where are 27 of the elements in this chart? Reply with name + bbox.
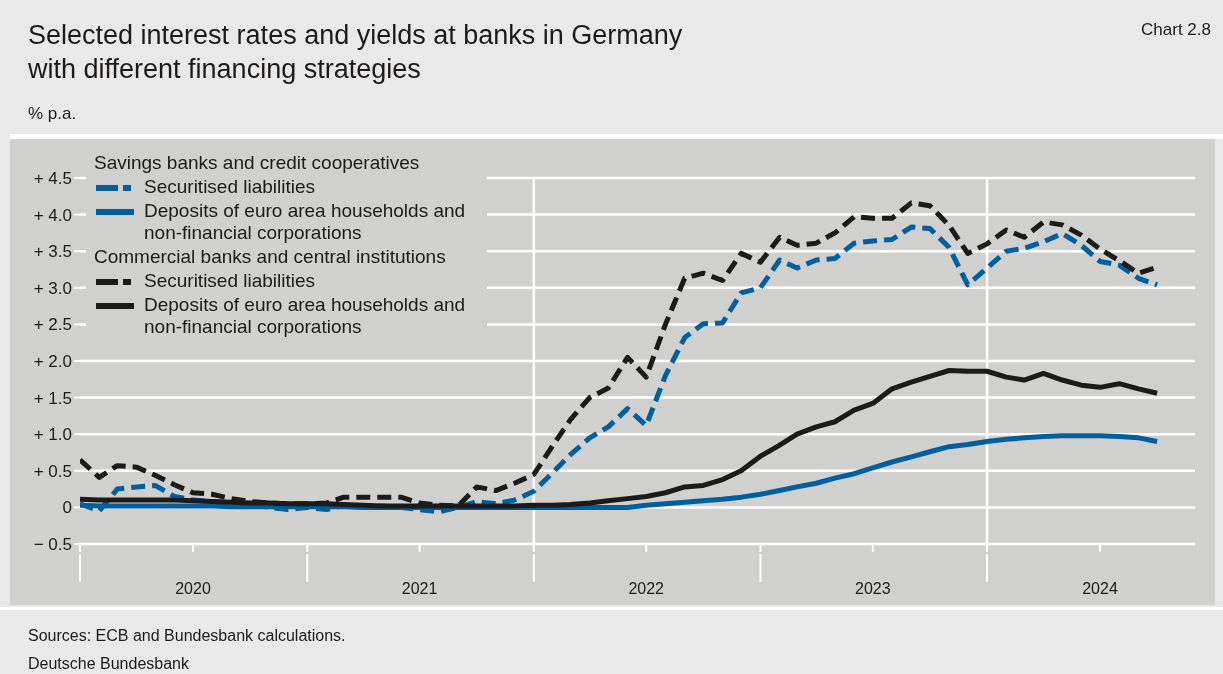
x-tick-label: 2020 xyxy=(175,580,211,597)
caption: Chart 2.8 xyxy=(1141,20,1211,40)
y-tick-label: 0 xyxy=(62,498,72,518)
legend-label: Securitised liabilities xyxy=(144,270,317,292)
text: Savings banks and credit cooperatives xyxy=(94,152,421,174)
source-note: Sources: ECB and Bundesbank calculations. xyxy=(28,626,346,646)
y-tick-label: + 2.5 xyxy=(33,315,72,335)
y-tick-label: + 2.0 xyxy=(33,352,72,372)
x-tick-label: 2022 xyxy=(628,580,665,597)
y-tick-label: + 3.0 xyxy=(33,278,72,298)
chart-title: Selected interest rates and yields at banks in Germany with different financing strategies xyxy=(28,19,683,86)
text: Deutsche Bundesbank xyxy=(28,654,190,674)
y-tick-label: + 4.0 xyxy=(33,205,72,225)
x-tick-label: 2024 xyxy=(1082,580,1118,597)
y-tick-label: + 4.5 xyxy=(33,169,72,189)
y-tick-label: − 0.5 xyxy=(33,535,72,555)
annotation: Commercial banks and central institutions xyxy=(94,246,447,268)
y-tick-label: + 1.0 xyxy=(33,425,72,445)
legend-label: Deposits of euro area households and non-financial corporations xyxy=(144,200,467,244)
y-tick-label: + 1.5 xyxy=(33,388,72,408)
legend-label: Securitised liabilities xyxy=(144,176,317,198)
y-tick-label: + 3.5 xyxy=(33,242,72,262)
x-tick-label: 2023 xyxy=(855,580,891,597)
y-tick-label: + 0.5 xyxy=(33,461,72,481)
legend-label: Deposits of euro area households and non-financial corporations xyxy=(144,294,467,338)
y-axis-title: % p.a. xyxy=(28,104,77,124)
x-tick-label: 2021 xyxy=(401,580,438,597)
